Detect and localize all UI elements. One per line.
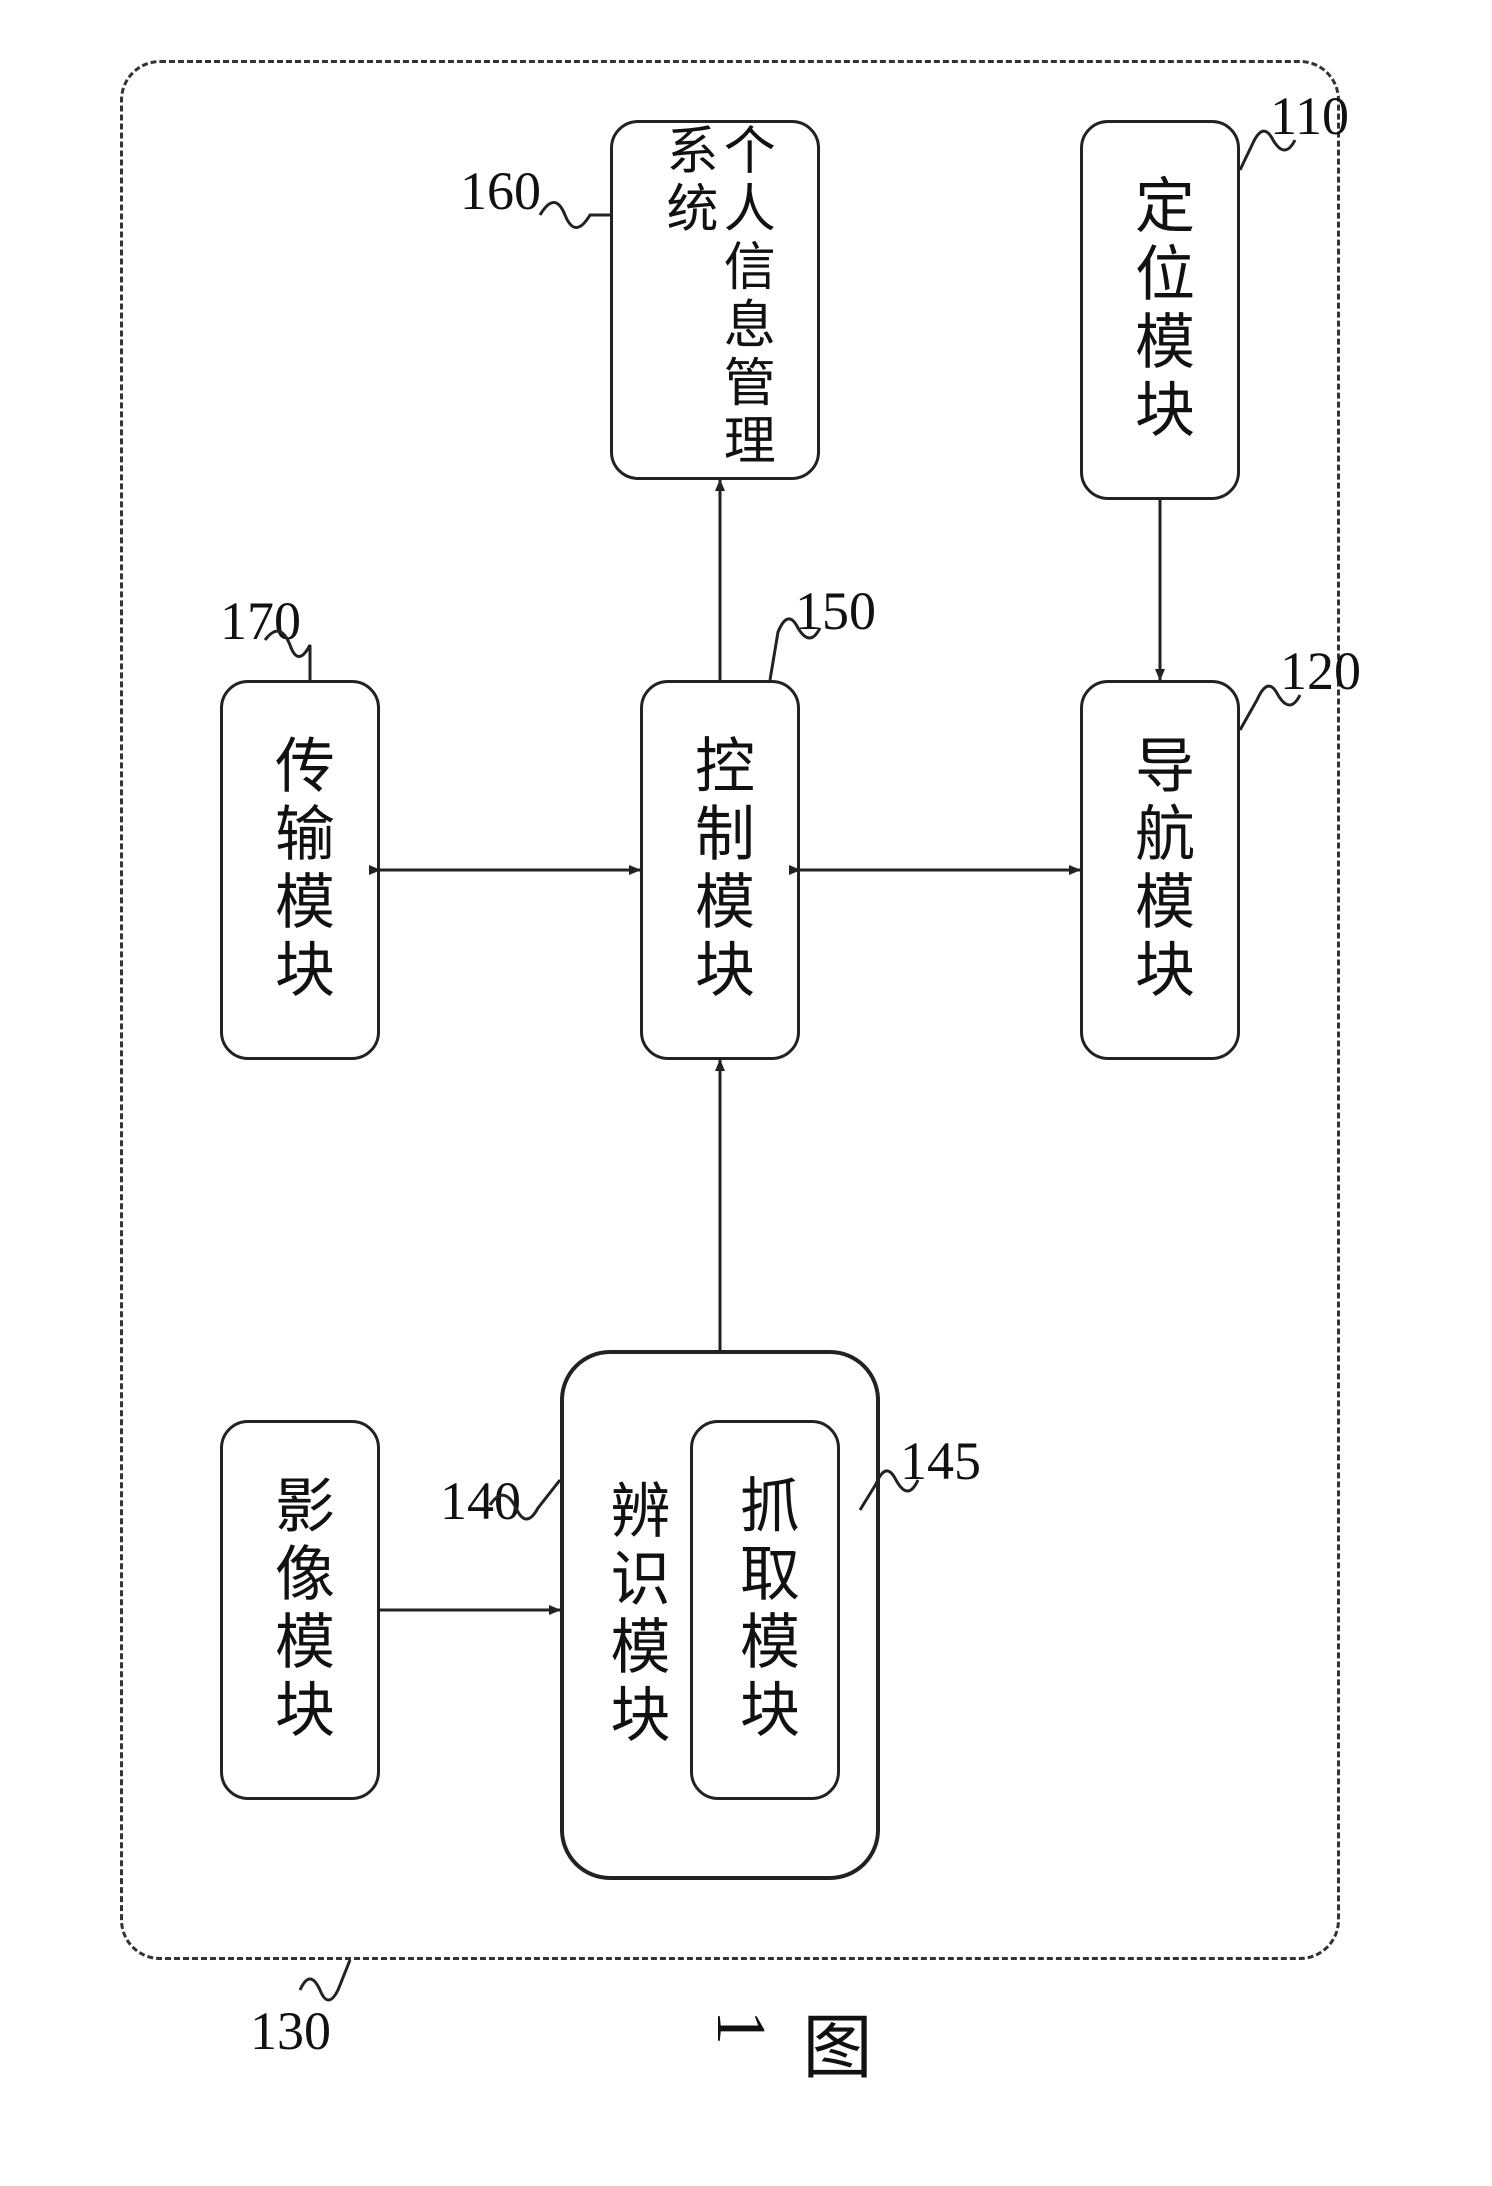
ref-label-130: 130: [250, 2000, 331, 2062]
node-pim-system: 个人信息管理系统: [610, 120, 820, 480]
node-label: 定位模块: [1117, 174, 1204, 446]
node-label: 传输模块: [257, 734, 344, 1006]
node-control-module: 控制模块: [640, 680, 800, 1060]
node-transmission-module: 传输模块: [220, 680, 380, 1060]
node-imaging-module: 影像模块: [220, 1420, 380, 1800]
node-navigation-module: 导航模块: [1080, 680, 1240, 1060]
node-label: 个人信息管理系统: [658, 123, 772, 477]
node-label: 导航模块: [1117, 734, 1204, 1006]
node-label: 辨识模块: [592, 1479, 679, 1751]
ref-label-140: 140: [440, 1470, 521, 1532]
ref-label-170: 170: [220, 590, 301, 652]
ref-label-120: 120: [1280, 640, 1361, 702]
ref-label-110: 110: [1270, 85, 1349, 147]
node-positioning-module: 定位模块: [1080, 120, 1240, 500]
ref-label-145: 145: [900, 1430, 981, 1492]
figure-label: 图 1: [700, 2010, 881, 2186]
ref-label-160: 160: [460, 160, 541, 222]
node-label: 控制模块: [677, 734, 764, 1006]
node-label: 抓取模块: [722, 1474, 809, 1746]
node-capture-module: 抓取模块: [690, 1420, 840, 1800]
diagram-canvas: 个人信息管理系统 定位模块 传输模块 控制模块 导航模块 辨识模块 抓取模块 影…: [0, 0, 1492, 2186]
node-label: 影像模块: [257, 1474, 344, 1746]
ref-label-150: 150: [795, 580, 876, 642]
